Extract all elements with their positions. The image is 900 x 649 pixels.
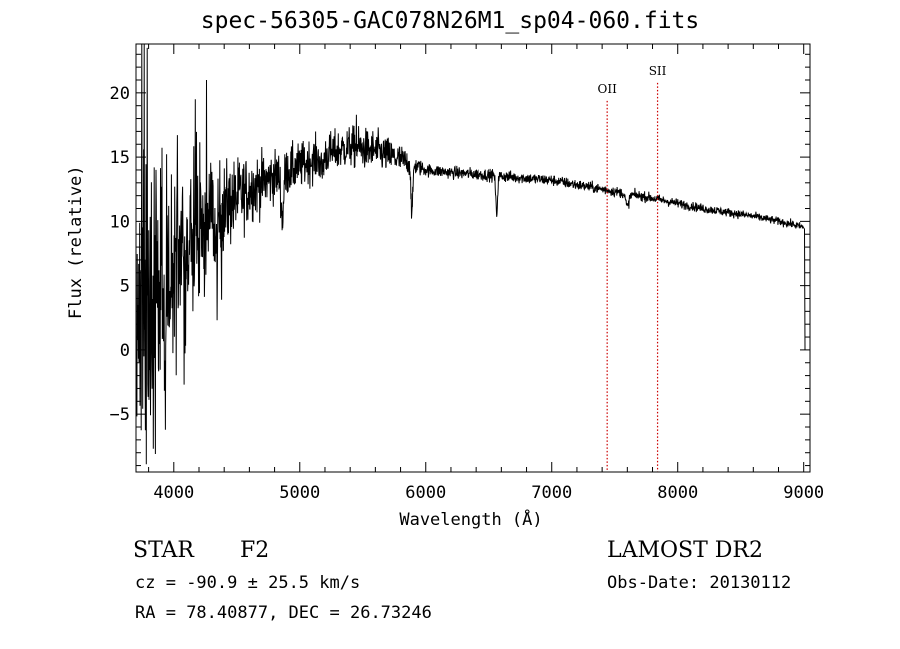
emission-label-oii: OII [598,82,618,96]
y-tick-label: 10 [110,212,130,232]
obs-date-value: 20130112 [709,573,792,593]
x-tick-label: 4000 [153,483,194,503]
cz-label: cz = [135,573,187,593]
emission-label-sii: SII [649,64,667,78]
x-tick-label: 5000 [279,483,320,503]
chart-title: spec-56305-GAC078N26M1_sp04-060.fits [200,8,700,34]
y-tick-label: 5 [120,277,130,297]
spectrum-line [136,44,806,465]
x-tick-label: 9000 [783,483,824,503]
y-tick-label: −5 [110,405,130,425]
y-axis-label: Flux (relative) [66,165,86,319]
survey-label: LAMOST DR2 [607,538,763,563]
dec-value: 26.73246 [349,603,432,623]
y-tick-label: 20 [110,84,130,104]
object-class-label: STAR [133,538,194,563]
plot-area: OII SII 4000 5000 6000 7000 8000 9000 −5 0 5 10 15 20 [110,43,824,503]
redshift-line: cz = -90.9 ± 25.5 km/s [135,573,360,593]
x-tick-label: 7000 [531,483,572,503]
ra-label: RA = [135,603,187,623]
coordinates-line: RA = 78.40877, DEC = 26.73246 [135,603,432,623]
cz-value: -90.9 [186,573,238,593]
obs-date-line: Obs-Date: 20130112 [607,573,791,593]
plot-frame [135,43,811,473]
cz-pm-symbol: ± [237,573,269,593]
y-tick-label: 15 [110,148,130,168]
obs-date-label: Obs-Date: [607,573,710,593]
cz-error: 25.5 [268,573,310,593]
subclass-label: F2 [240,538,270,563]
ra-value: 78.40877 [186,603,269,623]
x-tick-label: 8000 [657,483,698,503]
x-tick-label: 6000 [405,483,446,503]
x-axis-label: Wavelength (Å) [399,510,543,530]
y-tick-label: 0 [120,341,130,361]
cz-unit: km/s [309,573,361,593]
dec-label: , DEC = [268,603,350,623]
